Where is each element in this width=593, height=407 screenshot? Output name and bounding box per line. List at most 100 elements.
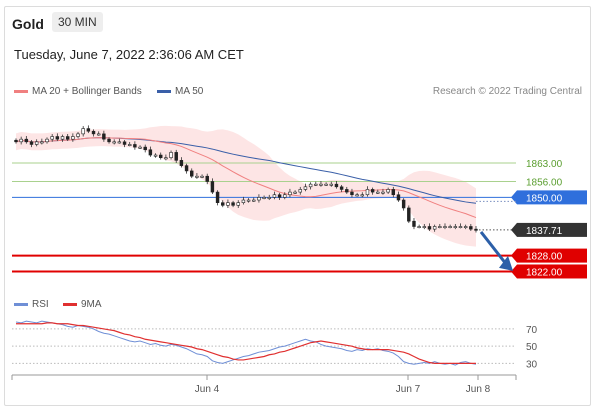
candle-body	[169, 152, 173, 158]
bollinger-bands	[16, 125, 476, 247]
candle-body	[117, 141, 122, 144]
candle-body	[314, 183, 318, 186]
candle-body	[133, 144, 137, 148]
candle	[339, 184, 344, 193]
candle	[267, 194, 271, 201]
candle-body	[205, 175, 209, 182]
candle	[96, 131, 101, 136]
instrument-title: Gold	[12, 16, 44, 32]
rsi-level-label-2: 30	[526, 359, 538, 370]
level-label-2: 1850.00	[526, 193, 563, 204]
ma20-line	[15, 137, 477, 219]
candle	[252, 197, 256, 202]
candle-body	[448, 226, 452, 228]
candle-body	[432, 226, 437, 230]
candle	[412, 218, 416, 230]
candle	[407, 205, 411, 224]
rsi-ma-line	[16, 322, 476, 364]
candle-body	[127, 144, 132, 146]
candle-body	[102, 133, 106, 140]
candle	[148, 146, 153, 157]
interval-badge[interactable]: 30 MIN	[52, 12, 103, 32]
candle	[396, 191, 401, 202]
candle-body	[252, 199, 256, 202]
level-tag-4	[517, 264, 587, 279]
candle	[324, 182, 328, 187]
candle	[241, 196, 246, 205]
level-tag-pointer-3	[511, 248, 517, 263]
level-label-1: 1856.00	[526, 178, 563, 189]
candle-body	[334, 183, 339, 188]
datetime-label: Tuesday, June 7, 2022 2:36:06 AM CET	[14, 47, 244, 62]
candle-body	[339, 186, 344, 190]
candle-body	[71, 136, 75, 140]
candle-body	[29, 141, 34, 145]
x-tick-label-1: Jun 7	[396, 384, 421, 395]
candle	[438, 223, 442, 229]
candle-body	[76, 133, 80, 137]
candle	[86, 125, 91, 134]
candle-body	[96, 133, 101, 136]
legend-rsi-label: RSI	[32, 299, 49, 310]
candle-body	[360, 194, 365, 197]
candle	[71, 133, 75, 142]
candle	[288, 188, 292, 198]
9ma-swatch-icon	[63, 303, 77, 306]
candle-body	[355, 194, 359, 197]
candle-body	[391, 189, 396, 196]
candle-body	[190, 170, 194, 177]
candle-body	[55, 136, 60, 140]
candle-body	[65, 136, 70, 140]
candle	[262, 195, 266, 200]
current-price-label: 1837.71	[526, 226, 563, 237]
candle	[122, 139, 127, 148]
candle-body	[319, 183, 323, 186]
candle	[458, 223, 463, 229]
candle	[29, 139, 34, 148]
candle	[127, 141, 132, 147]
current-price-tag	[517, 222, 587, 237]
candle	[417, 224, 421, 229]
candle-body	[272, 194, 277, 198]
candle-body	[370, 189, 375, 193]
copyright-label: Research © 2022 Trading Central	[432, 86, 582, 97]
candle-body	[412, 220, 416, 227]
candle-body	[221, 202, 225, 206]
candle	[159, 152, 163, 160]
candle-body	[24, 138, 29, 143]
candle	[215, 190, 220, 206]
candle-body	[81, 128, 85, 135]
candle	[65, 134, 70, 142]
candle	[190, 168, 194, 179]
candle	[200, 174, 204, 179]
candle	[345, 186, 349, 194]
candle-body	[277, 194, 282, 198]
candle	[112, 139, 116, 145]
candle	[143, 144, 147, 153]
legend-ma20-label: MA 20 + Bollinger Bands	[32, 86, 142, 97]
candle	[329, 181, 333, 187]
legend-ma50-label: MA 50	[175, 86, 204, 97]
level-tag-pointer-4	[511, 264, 517, 279]
candle	[91, 129, 96, 137]
current-price-tag-pointer	[511, 222, 517, 237]
candle-body	[407, 207, 411, 222]
candle	[391, 186, 396, 198]
candle	[350, 188, 354, 198]
candle	[50, 134, 54, 142]
candle-body	[283, 194, 287, 198]
candle	[401, 198, 406, 211]
candle	[355, 192, 359, 197]
candle	[427, 223, 432, 231]
candle-body	[401, 199, 406, 209]
legend-ma20: MA 20 + Bollinger Bands	[14, 86, 142, 97]
candle-body	[164, 157, 168, 160]
candle-body	[122, 141, 127, 145]
candle-body	[298, 189, 302, 193]
candle-body	[14, 139, 18, 143]
candle	[469, 223, 473, 231]
candle	[24, 135, 29, 144]
legend-9ma-label: 9MA	[81, 299, 102, 310]
candle	[422, 223, 427, 230]
